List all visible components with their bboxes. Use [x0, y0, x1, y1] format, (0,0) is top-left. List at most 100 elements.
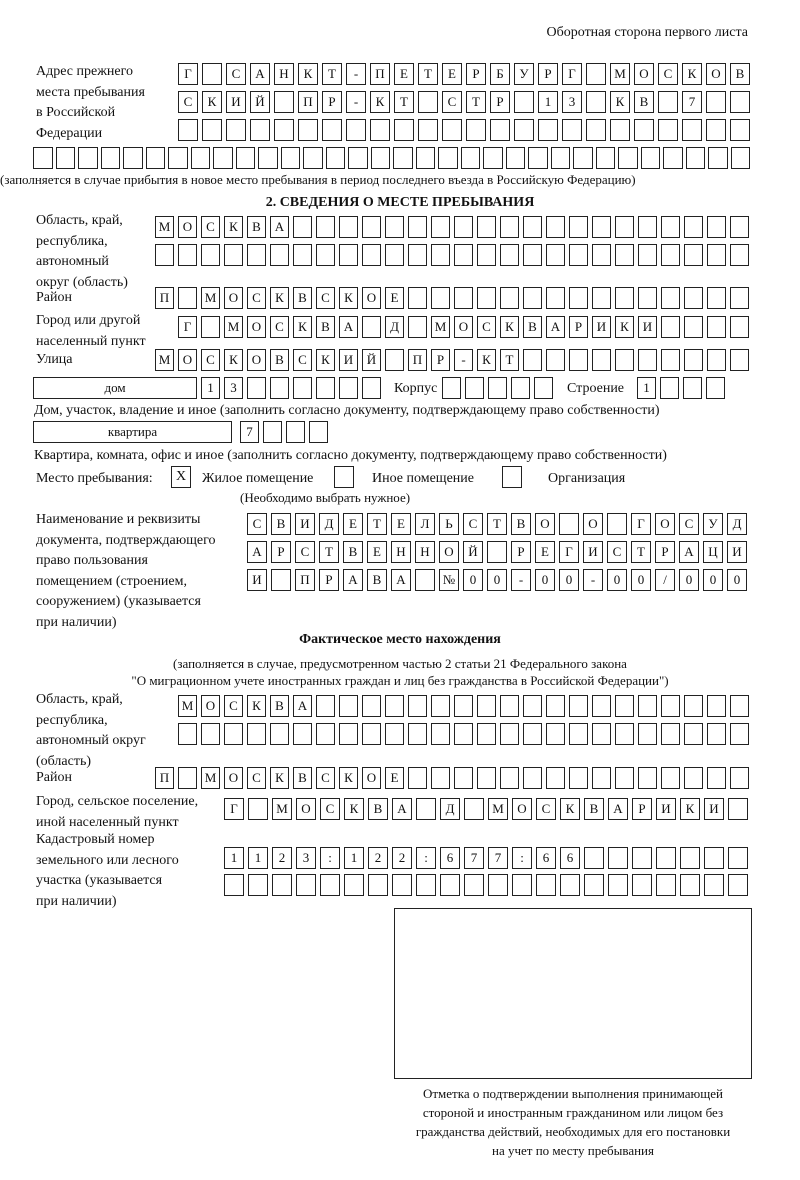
char-cell[interactable]: Д [727, 513, 747, 535]
char-cell[interactable]: И [727, 541, 747, 563]
char-cell[interactable] [500, 723, 519, 745]
char-cell[interactable] [178, 723, 197, 745]
char-cell[interactable] [346, 119, 366, 141]
char-cell[interactable] [685, 147, 705, 169]
char-cell[interactable] [707, 316, 726, 338]
char-cell[interactable] [385, 216, 404, 238]
char-cell[interactable] [408, 287, 427, 309]
char-cell[interactable] [168, 147, 188, 169]
char-cell[interactable] [248, 874, 268, 896]
char-cell[interactable] [586, 119, 606, 141]
char-cell[interactable]: О [634, 63, 654, 85]
char-cell[interactable] [661, 767, 680, 789]
flat-type-field[interactable]: квартира [33, 421, 232, 443]
char-cell[interactable] [488, 874, 508, 896]
char-cell[interactable]: А [293, 695, 312, 717]
char-cell[interactable]: Й [463, 541, 483, 563]
char-cell[interactable] [348, 147, 368, 169]
char-cell[interactable]: № [439, 569, 459, 591]
char-cell[interactable]: С [442, 91, 462, 113]
char-cell[interactable] [708, 147, 728, 169]
char-cell[interactable]: Р [319, 569, 339, 591]
char-cell[interactable] [488, 377, 507, 399]
char-cell[interactable] [393, 147, 413, 169]
char-cell[interactable] [523, 767, 542, 789]
char-cell[interactable]: : [320, 847, 340, 869]
char-cell[interactable]: Т [367, 513, 387, 535]
char-cell[interactable] [638, 349, 657, 371]
char-cell[interactable] [438, 147, 458, 169]
char-cell[interactable] [661, 216, 680, 238]
char-cell[interactable] [418, 119, 438, 141]
char-cell[interactable]: И [583, 541, 603, 563]
char-cell[interactable]: 7 [488, 847, 508, 869]
char-cell[interactable]: Т [319, 541, 339, 563]
char-cell[interactable] [442, 377, 461, 399]
char-cell[interactable]: : [416, 847, 436, 869]
char-cell[interactable]: О [178, 349, 197, 371]
char-cell[interactable] [706, 119, 726, 141]
char-cell[interactable] [658, 119, 678, 141]
char-cell[interactable] [293, 216, 312, 238]
char-cell[interactable] [316, 695, 335, 717]
char-cell[interactable] [592, 695, 611, 717]
char-cell[interactable] [514, 91, 534, 113]
char-cell[interactable] [615, 723, 634, 745]
char-cell[interactable]: / [655, 569, 675, 591]
char-cell[interactable] [274, 119, 294, 141]
char-cell[interactable] [385, 244, 404, 266]
char-cell[interactable] [465, 377, 484, 399]
char-cell[interactable] [224, 244, 243, 266]
place-checkbox-residential[interactable]: X [171, 466, 191, 488]
char-cell[interactable] [584, 847, 604, 869]
char-cell[interactable]: В [367, 569, 387, 591]
char-cell[interactable]: 2 [272, 847, 292, 869]
char-cell[interactable]: 7 [682, 91, 702, 113]
char-cell[interactable] [638, 695, 657, 717]
char-cell[interactable] [263, 421, 282, 443]
char-cell[interactable] [592, 287, 611, 309]
char-cell[interactable]: Т [418, 63, 438, 85]
char-cell[interactable]: Р [632, 798, 652, 820]
char-cell[interactable] [618, 147, 638, 169]
char-cell[interactable]: В [584, 798, 604, 820]
char-cell[interactable] [213, 147, 233, 169]
char-cell[interactable] [55, 147, 75, 169]
char-cell[interactable]: Л [415, 513, 435, 535]
char-cell[interactable] [477, 216, 496, 238]
char-cell[interactable]: 1 [344, 847, 364, 869]
char-cell[interactable] [431, 695, 450, 717]
char-cell[interactable]: О [224, 767, 243, 789]
char-cell[interactable] [592, 723, 611, 745]
char-cell[interactable] [487, 541, 507, 563]
char-cell[interactable] [370, 147, 390, 169]
char-cell[interactable] [584, 874, 604, 896]
char-cell[interactable] [298, 119, 318, 141]
char-cell[interactable] [707, 723, 726, 745]
char-cell[interactable] [320, 874, 340, 896]
char-cell[interactable] [408, 695, 427, 717]
char-cell[interactable]: В [368, 798, 388, 820]
char-cell[interactable] [190, 147, 210, 169]
char-cell[interactable] [293, 377, 312, 399]
char-cell[interactable]: С [201, 216, 220, 238]
char-cell[interactable] [155, 244, 174, 266]
char-cell[interactable] [707, 349, 726, 371]
char-cell[interactable] [274, 91, 294, 113]
char-cell[interactable] [632, 874, 652, 896]
char-cell[interactable] [615, 349, 634, 371]
char-cell[interactable]: В [270, 695, 289, 717]
char-cell[interactable] [615, 695, 634, 717]
char-cell[interactable] [392, 874, 412, 896]
char-cell[interactable] [477, 767, 496, 789]
char-cell[interactable]: М [224, 316, 243, 338]
char-cell[interactable]: А [270, 216, 289, 238]
char-cell[interactable]: 6 [440, 847, 460, 869]
char-cell[interactable]: Е [367, 541, 387, 563]
char-cell[interactable] [500, 216, 519, 238]
char-cell[interactable] [550, 147, 570, 169]
char-cell[interactable] [573, 147, 593, 169]
char-cell[interactable]: О [296, 798, 316, 820]
char-cell[interactable] [684, 316, 703, 338]
char-cell[interactable]: Е [385, 287, 404, 309]
